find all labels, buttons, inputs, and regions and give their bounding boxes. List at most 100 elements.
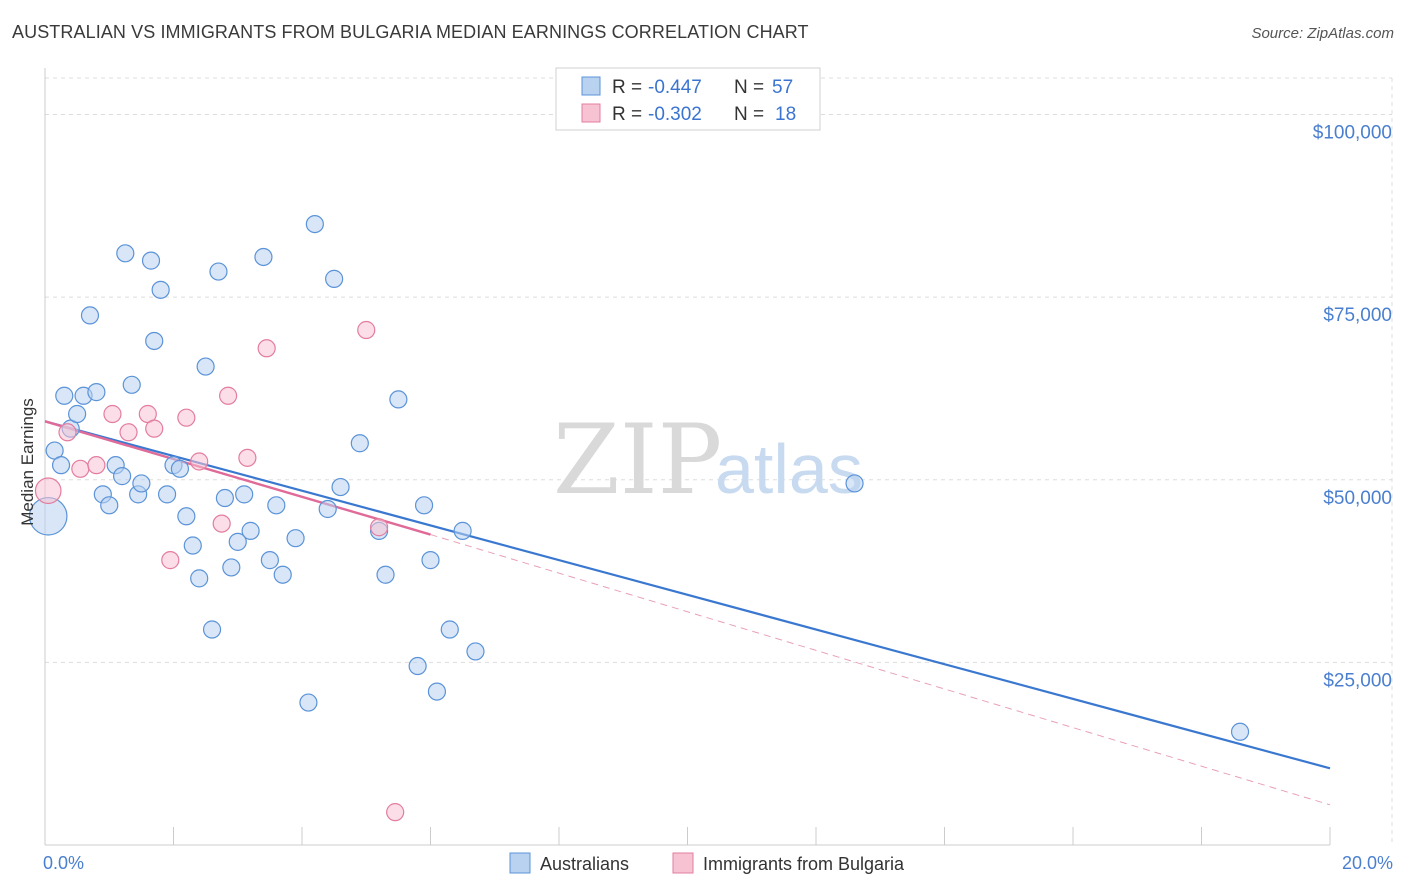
bottom-legend-swatch-australians bbox=[509, 852, 531, 874]
point-bulgaria bbox=[370, 518, 389, 537]
point-bulgaria bbox=[219, 386, 238, 405]
point-australians bbox=[331, 477, 350, 497]
trend-line-bulgaria bbox=[44, 420, 431, 536]
point-australians bbox=[80, 306, 100, 325]
point-bulgaria bbox=[161, 551, 180, 570]
data-points bbox=[28, 214, 1250, 822]
point-australians bbox=[196, 357, 215, 376]
point-australians bbox=[222, 558, 241, 577]
point-australians bbox=[466, 642, 485, 661]
point-australians bbox=[151, 280, 170, 299]
point-australians bbox=[170, 459, 190, 478]
watermark: ZIP atlas bbox=[553, 404, 863, 516]
point-australians bbox=[318, 499, 337, 519]
point-australians bbox=[183, 536, 202, 555]
point-australians bbox=[228, 532, 247, 551]
y-tick-label: $100,000 bbox=[1313, 123, 1392, 144]
legend-swatch-australians bbox=[581, 76, 601, 96]
bottom-legend: Australians Immigrants from Bulgaria bbox=[509, 852, 905, 874]
point-bulgaria bbox=[87, 456, 106, 475]
point-bulgaria bbox=[34, 477, 62, 505]
point-australians bbox=[440, 620, 459, 639]
legend-r-label-1: R = bbox=[612, 77, 642, 98]
point-australians bbox=[305, 214, 324, 234]
point-australians bbox=[116, 244, 135, 263]
point-australians bbox=[421, 551, 440, 570]
point-australians bbox=[209, 262, 228, 281]
point-australians bbox=[376, 565, 395, 584]
point-australians bbox=[845, 474, 864, 493]
point-australians bbox=[87, 383, 106, 402]
trend-line-bulgaria-extension bbox=[430, 534, 1331, 806]
source-label: Source: ZipAtlas.com bbox=[1251, 25, 1394, 42]
point-australians bbox=[286, 529, 305, 548]
point-australians bbox=[235, 485, 254, 504]
point-bulgaria bbox=[386, 803, 405, 822]
y-tick-label: $50,000 bbox=[1323, 488, 1392, 509]
point-bulgaria bbox=[145, 419, 164, 438]
point-bulgaria bbox=[238, 448, 257, 467]
point-australians bbox=[414, 496, 434, 515]
legend-n-value-1: 57 bbox=[772, 77, 793, 98]
point-australians bbox=[350, 434, 369, 453]
axes bbox=[44, 68, 1331, 846]
x-tick-label-max: 20.0% bbox=[1342, 853, 1393, 873]
point-bulgaria bbox=[103, 404, 122, 424]
point-australians bbox=[132, 474, 151, 493]
point-australians bbox=[122, 375, 141, 394]
bottom-legend-bulgaria: Immigrants from Bulgaria bbox=[703, 854, 905, 874]
y-tick-label: $25,000 bbox=[1323, 670, 1392, 691]
point-bulgaria bbox=[357, 320, 376, 340]
y-tick-label: $75,000 bbox=[1323, 305, 1392, 326]
point-australians bbox=[389, 390, 408, 409]
watermark-zip: ZIP bbox=[553, 404, 722, 516]
x-tick-labels: 0.0% 20.0% bbox=[43, 853, 1393, 873]
point-australians bbox=[215, 488, 234, 508]
bottom-legend-swatch-bulgaria bbox=[672, 852, 694, 874]
point-australians bbox=[190, 569, 209, 588]
point-australians bbox=[260, 551, 279, 570]
point-australians bbox=[100, 496, 119, 515]
point-australians bbox=[299, 693, 318, 712]
point-australians bbox=[241, 521, 260, 540]
point-australians bbox=[141, 251, 161, 270]
legend-r-value-2: -0.302 bbox=[648, 104, 702, 125]
legend-box: R = -0.447 N = 57 R = -0.302 N = 18 bbox=[555, 67, 821, 131]
point-australians bbox=[408, 656, 427, 676]
point-australians bbox=[427, 682, 447, 701]
point-bulgaria bbox=[58, 423, 77, 442]
legend-n-label-1: N = bbox=[734, 77, 764, 98]
point-australians bbox=[325, 269, 344, 288]
point-australians bbox=[1230, 722, 1250, 741]
legend-r-label-2: R = bbox=[612, 104, 642, 125]
y-tick-labels: $25,000 $50,000 $75,000 $100,000 bbox=[1313, 123, 1392, 692]
point-australians bbox=[273, 565, 292, 584]
bottom-legend-australians: Australians bbox=[540, 854, 629, 874]
x-tick-label-min: 0.0% bbox=[43, 853, 84, 873]
point-australians bbox=[68, 404, 87, 424]
point-australians bbox=[157, 485, 177, 504]
legend-r-value-1: -0.447 bbox=[648, 77, 702, 98]
point-bulgaria bbox=[119, 423, 138, 442]
point-australians bbox=[51, 456, 71, 475]
point-bulgaria bbox=[212, 514, 231, 533]
point-australians bbox=[145, 331, 164, 351]
point-australians bbox=[453, 521, 472, 540]
point-australians bbox=[254, 247, 273, 267]
point-bulgaria bbox=[71, 459, 90, 478]
point-bulgaria bbox=[257, 339, 276, 358]
point-bulgaria bbox=[190, 452, 209, 471]
legend-swatch-bulgaria bbox=[581, 103, 601, 123]
legend-n-value-2: 18 bbox=[775, 104, 796, 125]
y-axis-label: Median Earnings bbox=[18, 398, 37, 526]
trend-lines bbox=[44, 420, 1331, 806]
point-australians bbox=[202, 620, 222, 639]
trend-line-australians bbox=[44, 420, 1331, 770]
point-australians bbox=[55, 386, 74, 405]
point-australians bbox=[112, 467, 132, 486]
point-australians bbox=[267, 496, 286, 515]
chart-title: AUSTRALIAN VS IMMIGRANTS FROM BULGARIA M… bbox=[12, 22, 809, 42]
legend-n-label-2: N = bbox=[734, 104, 764, 125]
point-bulgaria bbox=[177, 408, 196, 427]
